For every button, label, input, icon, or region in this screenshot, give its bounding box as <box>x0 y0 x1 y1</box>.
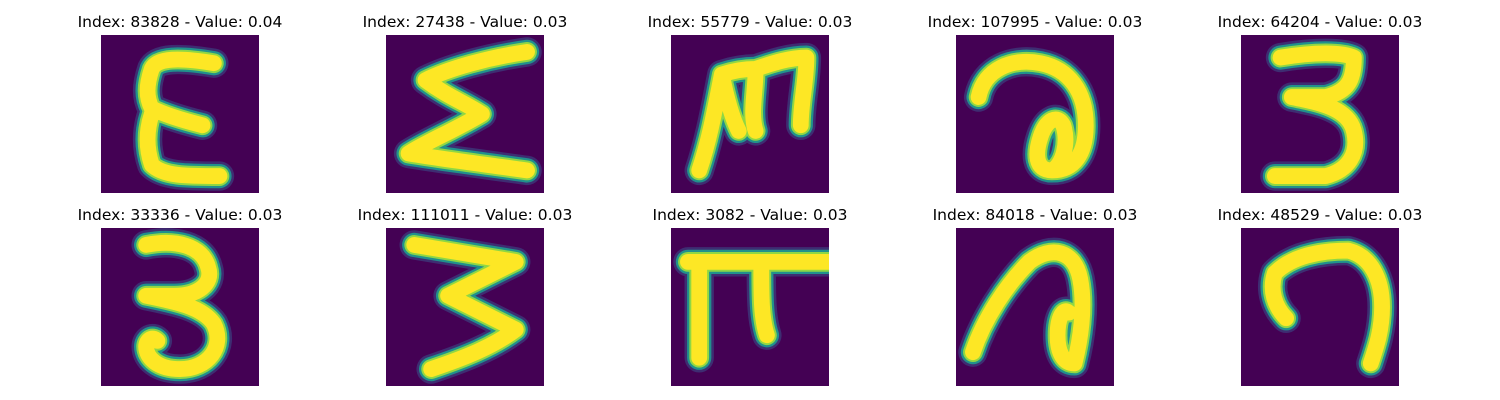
panel-title: Index: 107995 - Value: 0.03 <box>927 13 1143 31</box>
image-panel: Index: 55779 - Value: 0.03 <box>630 9 870 209</box>
glyph-image-sigma <box>386 35 544 193</box>
glyph-image-hook <box>1241 228 1399 386</box>
stroke-core <box>406 237 524 377</box>
glyph-image-epsilon <box>101 35 259 193</box>
stroke-core <box>138 235 226 377</box>
glyph-strokes <box>673 247 829 373</box>
image-panel: Index: 64204 - Value: 0.03 <box>1200 9 1440 209</box>
glyph-image-three <box>386 228 544 386</box>
stroke-core <box>139 51 228 184</box>
glyph-image-three <box>101 228 259 386</box>
image-panel: Index: 3082 - Value: 0.03 <box>630 202 870 400</box>
stroke-core <box>965 244 1091 372</box>
image-panel: Index: 33336 - Value: 0.03 <box>60 202 300 400</box>
glyph-image-partial <box>956 35 1114 193</box>
panel-title: Index: 48529 - Value: 0.03 <box>1217 206 1423 224</box>
panel-title: Index: 83828 - Value: 0.04 <box>77 13 283 31</box>
image-panel: Index: 27438 - Value: 0.03 <box>345 9 585 209</box>
panel-title: Index: 27438 - Value: 0.03 <box>362 13 568 31</box>
panel-title: Index: 111011 - Value: 0.03 <box>357 206 573 224</box>
panel-title: Index: 84018 - Value: 0.03 <box>932 206 1138 224</box>
glyph-strokes <box>963 47 1101 186</box>
glyph-strokes <box>399 230 531 384</box>
image-panel: Index: 48529 - Value: 0.03 <box>1200 202 1440 400</box>
panel-title: Index: 55779 - Value: 0.03 <box>647 13 853 31</box>
stroke-core <box>680 253 829 366</box>
glyph-strokes <box>1258 235 1397 379</box>
stroke-core <box>400 44 535 179</box>
glyph-image-pi <box>671 228 829 386</box>
image-panel: Index: 107995 - Value: 0.03 <box>915 9 1155 209</box>
glyph-strokes <box>132 44 235 191</box>
glyph-strokes <box>1260 38 1370 191</box>
glyph-strokes <box>393 37 542 186</box>
glyph-image-partial <box>956 228 1114 386</box>
panel-title: Index: 3082 - Value: 0.03 <box>652 206 848 224</box>
panel-title: Index: 33336 - Value: 0.03 <box>77 206 283 224</box>
stroke-core <box>691 49 815 179</box>
glyph-strokes <box>131 228 232 384</box>
glyph-strokes <box>684 42 822 186</box>
glyph-strokes <box>958 237 1098 379</box>
image-panel: Index: 83828 - Value: 0.04 <box>60 9 300 209</box>
panel-title: Index: 64204 - Value: 0.03 <box>1217 13 1423 31</box>
image-panel: Index: 84018 - Value: 0.03 <box>915 202 1155 400</box>
image-panel: Index: 111011 - Value: 0.03 <box>345 202 585 400</box>
stroke-core <box>1264 242 1390 372</box>
glyph-image-sha <box>671 35 829 193</box>
stroke-core <box>970 53 1094 179</box>
glyph-image-three <box>1241 35 1399 193</box>
stroke-core <box>1266 45 1364 184</box>
